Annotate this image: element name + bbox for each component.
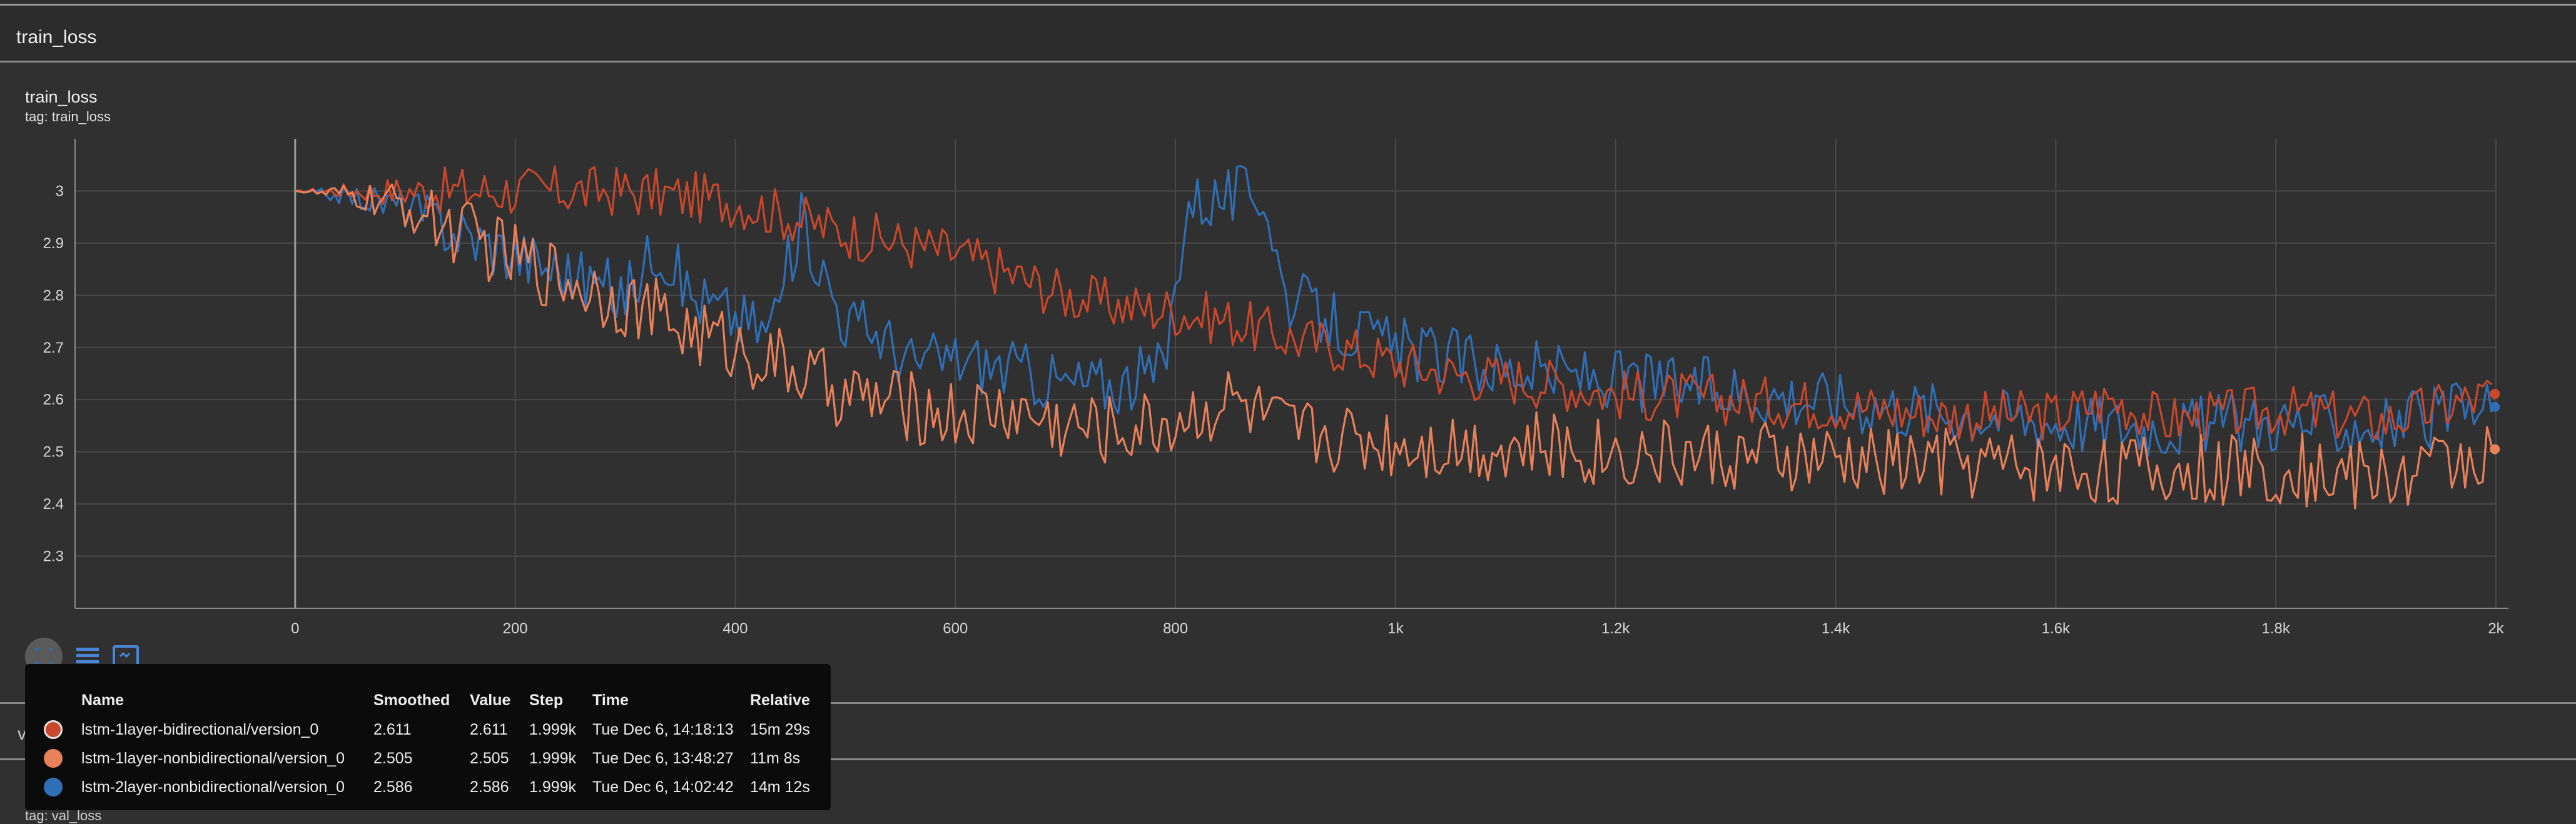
run-relative: 14m 12s [750, 778, 810, 796]
tooltip-row: lstm-1layer-nonbidirectional/version_0 2… [25, 744, 825, 773]
run-relative: 15m 29s [750, 720, 810, 738]
run-relative: 11m 8s [750, 749, 801, 767]
run-step: 1.999k [529, 778, 577, 796]
series-endpoint-marker [2490, 444, 2500, 455]
card-title: train_loss [25, 88, 98, 106]
header-time: Time [592, 691, 629, 709]
x-tick-label: 600 [943, 620, 968, 637]
card-tag: tag: train_loss [25, 109, 111, 124]
run-step: 1.999k [529, 749, 577, 767]
x-tick-label: 2k [2488, 620, 2504, 637]
y-tick-label: 2.3 [43, 548, 64, 565]
fullscreen-icon [35, 648, 53, 665]
x-tick-label: 400 [723, 620, 748, 637]
tooltip-table: Name Smoothed Value Step Time Relative l… [25, 685, 825, 801]
x-tick-label: 1.4k [1822, 620, 1850, 637]
val-section-divider [0, 702, 2576, 704]
run-time: Tue Dec 6, 14:02:42 [592, 778, 734, 796]
swatch-header [25, 685, 81, 715]
x-tick-label: 1k [1387, 620, 1404, 637]
series-endpoint-marker [2490, 401, 2500, 412]
run-color-swatch [44, 720, 63, 740]
header-relative: Relative [750, 691, 810, 709]
run-time: Tue Dec 6, 14:18:13 [592, 720, 734, 738]
y-tick-label: 2.7 [43, 339, 64, 356]
series-line [295, 165, 2493, 457]
tooltip-header-row: Name Smoothed Value Step Time Relative [25, 685, 825, 715]
top-divider [0, 4, 2576, 6]
section-title: train_loss [16, 27, 97, 48]
section-divider [0, 61, 2576, 63]
y-tick-label: 2.5 [43, 444, 64, 461]
header-step: Step [529, 691, 564, 709]
y-tick-label: 2.4 [43, 496, 64, 513]
series-line [295, 165, 2492, 442]
x-tick-label: 1.2k [1601, 620, 1630, 637]
x-tick-label: 800 [1163, 620, 1188, 637]
run-value: 2.505 [470, 749, 509, 767]
run-color-swatch [44, 749, 63, 768]
toggle-log-scale-button[interactable] [69, 638, 106, 675]
header-value: Value [470, 691, 511, 709]
section-header[interactable]: train_loss [0, 6, 2576, 61]
run-step: 1.999k [529, 720, 577, 738]
run-smoothed: 2.611 [373, 720, 412, 738]
y-tick-label: 2.8 [43, 287, 64, 304]
run-name: lstm-2layer-nonbidirectional/version_0 [81, 778, 345, 796]
x-tick-label: 1.8k [2261, 620, 2290, 637]
tooltip-row: lstm-1layer-bidirectional/version_0 2.61… [25, 715, 825, 744]
x-tick-label: 0 [291, 620, 299, 637]
run-value: 2.611 [470, 720, 508, 738]
tooltip-row: lstm-2layer-nonbidirectional/version_0 2… [25, 773, 825, 801]
lines-icon [76, 648, 99, 663]
series-line [295, 183, 2493, 510]
val-section-divider-2 [0, 758, 2576, 760]
y-tick-label: 3 [56, 183, 64, 199]
run-name: lstm-1layer-nonbidirectional/version_0 [81, 749, 345, 767]
run-value: 2.586 [470, 778, 509, 796]
y-tick-label: 2.6 [43, 391, 64, 408]
train-loss-chart[interactable]: 2.3 2.4 2.5 2.6 2.7 2.8 2.9 3 0 200 400 600 800 1k 1.2… [0, 125, 2576, 644]
x-tick-label: 200 [503, 620, 528, 637]
x-tick-label: 1.6k [2042, 620, 2071, 637]
chart-tooltip: Name Smoothed Value Step Time Relative l… [25, 664, 831, 810]
run-time: Tue Dec 6, 13:48:27 [592, 749, 734, 767]
run-color-swatch [44, 778, 63, 797]
header-name: Name [81, 691, 124, 709]
run-smoothed: 2.586 [373, 778, 413, 796]
y-tick-label: 2.9 [43, 235, 64, 252]
run-name: lstm-1layer-bidirectional/version_0 [81, 720, 319, 738]
run-smoothed: 2.505 [373, 749, 413, 767]
header-smoothed: Smoothed [373, 691, 450, 709]
series-endpoint-marker [2490, 389, 2500, 399]
